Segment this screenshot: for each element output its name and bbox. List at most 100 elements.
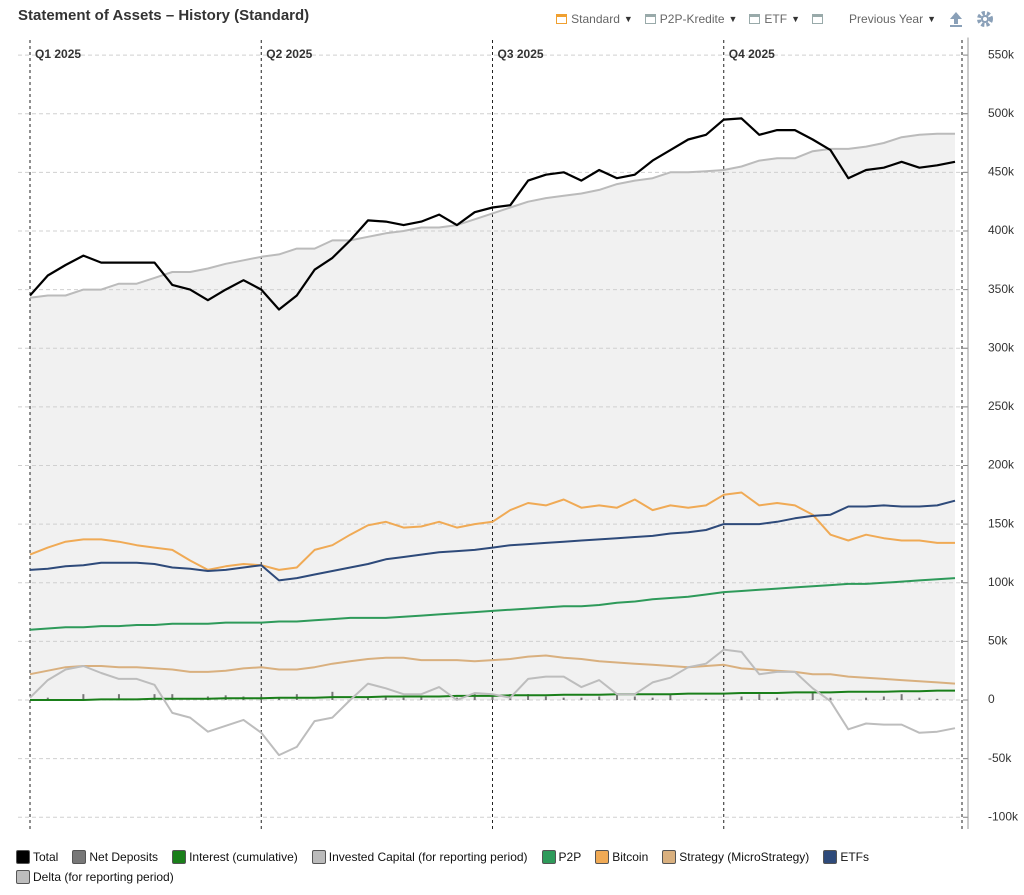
legend-swatch [16, 870, 30, 884]
series-line [30, 689, 955, 701]
y-tick-label: 100k [988, 575, 1015, 589]
y-tick-label: 50k [988, 634, 1008, 648]
x-tick-label: Q2 2025 [266, 47, 312, 61]
bar [366, 696, 369, 701]
legend-label: Total [33, 850, 59, 864]
series-line [29, 132, 955, 299]
y-tick-label: -100k [988, 809, 1019, 823]
legend-swatch [823, 850, 838, 864]
legend-label: Net Deposits [89, 850, 159, 864]
y-tick-label: 150k [988, 516, 1015, 530]
legend-item[interactable]: Net Deposits [72, 850, 158, 864]
legend-swatch [595, 850, 610, 864]
bar [527, 694, 530, 701]
legend-swatch [662, 850, 677, 864]
chart: 550k 500k 450k 400k 350k 300k 250k 200k 150k 100k… [18, 37, 1019, 832]
legend-swatch [72, 850, 87, 864]
legend-label: Invested Capital (for reporting period) [328, 850, 528, 864]
bar [331, 691, 334, 701]
bar [491, 694, 494, 701]
view-select[interactable]: P2P-Kredite ▼ [644, 12, 737, 26]
icon [749, 14, 761, 24]
view-select[interactable]: ETF ▼ [749, 12, 800, 26]
icon [556, 14, 568, 24]
view-select[interactable]: Standard ▼ [556, 12, 633, 26]
y-tick-label: 200k [988, 458, 1015, 472]
bar [811, 692, 814, 701]
bar [633, 696, 636, 701]
bar [82, 694, 85, 701]
legend-item[interactable]: Delta (for reporting period) [16, 870, 174, 884]
legend-label: P2P [558, 850, 582, 864]
legend-item[interactable]: P2P [541, 850, 582, 864]
y-tick-label: 500k [988, 106, 1015, 120]
series-line [29, 577, 956, 631]
legend-label: Strategy (MicroStrategy) [679, 850, 810, 864]
x-tick-label: Q4 2025 [729, 47, 775, 61]
bar [544, 696, 547, 701]
add-view[interactable] [812, 14, 824, 24]
bar [598, 696, 601, 701]
settings-button[interactable] [976, 10, 994, 28]
caret: ▼ [623, 14, 633, 24]
bar [473, 694, 476, 701]
legend-item[interactable]: Strategy (MicroStrategy) [662, 850, 809, 864]
legend-label: ETFs [840, 850, 869, 864]
bar [882, 696, 885, 701]
bar [865, 697, 868, 701]
legend-swatch [172, 850, 187, 864]
series-line [29, 491, 955, 571]
legend-swatch [16, 850, 30, 864]
legend-label: Interest (cumulative) [189, 850, 298, 864]
bar [776, 697, 779, 701]
period-select[interactable]: Previous Year ▼ [849, 12, 936, 26]
x-tick-label: Q3 2025 [498, 47, 544, 61]
bar [402, 697, 405, 701]
legend-swatch [541, 850, 556, 864]
legend-item[interactable]: Total [16, 850, 58, 864]
y-tick-label: 300k [988, 340, 1015, 354]
bar [384, 696, 387, 701]
bar [580, 697, 583, 701]
legend-item[interactable]: Bitcoin [595, 850, 648, 864]
y-tick-label: 0 [988, 692, 995, 706]
bar [278, 697, 281, 701]
legend-item[interactable]: Invested Capital (for reporting period) [311, 850, 528, 864]
caret: ▼ [791, 14, 801, 24]
bar [562, 697, 565, 701]
bar [616, 694, 619, 701]
label: ETF [764, 12, 788, 26]
export-button[interactable] [948, 11, 964, 27]
caret: ▼ [927, 14, 936, 24]
bar [758, 694, 761, 701]
legend: Total Net Deposits Interest (cumulative) In… [16, 850, 976, 884]
bar [171, 694, 174, 701]
bar [722, 698, 725, 701]
legend-item[interactable]: Interest (cumulative) [172, 850, 298, 864]
label: Previous Year [849, 12, 924, 26]
y-tick-label: -50k [988, 751, 1012, 765]
icon [812, 14, 824, 24]
bar [829, 697, 832, 701]
legend-swatch [311, 850, 326, 864]
bar [46, 697, 49, 701]
y-tick-label: 250k [988, 399, 1015, 413]
bar [704, 698, 707, 701]
bar [918, 697, 921, 701]
x-tick-label: Q1 2025 [35, 47, 81, 61]
legend-label: Bitcoin [612, 850, 649, 864]
chart-title: Statement of Assets – History (Standard) [18, 7, 310, 24]
bar [669, 694, 672, 701]
bar [420, 696, 423, 701]
y-tick-label: 450k [988, 165, 1015, 179]
series-line [29, 499, 956, 582]
series-line [29, 648, 956, 757]
y-tick-label: 350k [988, 282, 1015, 296]
label: P2P-Kredite [659, 12, 725, 26]
y-tick-label: 400k [988, 223, 1015, 237]
bar [740, 696, 743, 701]
bar [900, 694, 903, 701]
label: Standard [571, 12, 620, 26]
legend-item[interactable]: ETFs [823, 850, 869, 864]
